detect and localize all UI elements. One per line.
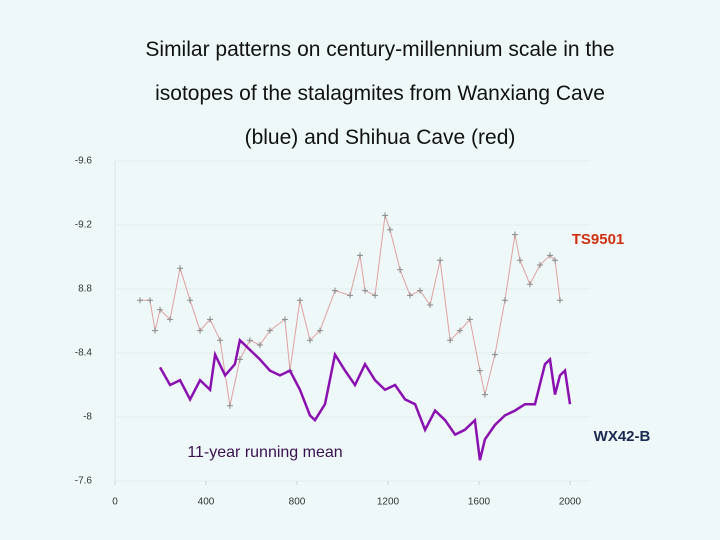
point-marker xyxy=(546,252,553,259)
point-marker xyxy=(437,257,444,264)
y-tick-label: -7.6 xyxy=(75,476,93,487)
point-marker xyxy=(516,257,523,264)
point-marker xyxy=(137,297,144,304)
point-marker xyxy=(256,342,263,348)
point-marker xyxy=(491,351,498,358)
y-tick-label: -9.6 xyxy=(75,156,93,167)
point-marker xyxy=(536,262,543,268)
title-line: (blue) and Shihua Cave (red) xyxy=(244,126,516,149)
x-tick-label: 2000 xyxy=(559,497,582,508)
y-tick-label: -9.2 xyxy=(75,220,93,231)
point-marker xyxy=(466,316,473,323)
point-marker xyxy=(501,297,508,304)
point-marker xyxy=(447,337,454,344)
series-label: WX42-B xyxy=(594,428,651,445)
x-tick-label: 400 xyxy=(198,497,215,508)
point-marker xyxy=(316,327,323,334)
point-marker xyxy=(246,337,253,344)
point-marker xyxy=(526,281,533,288)
point-marker xyxy=(397,266,404,273)
y-tick-label: 8.8 xyxy=(78,284,92,295)
point-marker xyxy=(556,297,563,304)
point-marker xyxy=(217,337,224,344)
series-line xyxy=(158,337,572,461)
x-tick-label: 0 xyxy=(112,497,118,508)
point-marker xyxy=(331,287,338,294)
point-marker xyxy=(177,265,184,272)
x-tick-label: 800 xyxy=(289,497,306,508)
point-marker xyxy=(476,367,483,374)
y-tick-label: -8.4 xyxy=(75,348,93,359)
point-marker xyxy=(236,356,243,363)
annotation: 11-year running mean xyxy=(187,444,342,461)
point-marker xyxy=(152,327,159,334)
title-line: Similar patterns on century-millennium s… xyxy=(145,38,615,61)
point-marker xyxy=(372,292,379,299)
point-marker xyxy=(296,297,303,304)
point-marker xyxy=(382,212,389,219)
point-marker xyxy=(387,226,394,233)
point-marker xyxy=(226,402,233,409)
point-marker xyxy=(147,297,154,304)
point-marker xyxy=(347,292,354,299)
point-marker xyxy=(167,316,174,323)
point-marker xyxy=(207,316,214,323)
point-marker xyxy=(427,302,434,308)
point-marker xyxy=(551,257,558,264)
point-marker xyxy=(157,306,164,313)
point-marker xyxy=(197,327,204,334)
series-line xyxy=(140,215,561,406)
x-tick-label: 1600 xyxy=(468,497,491,508)
point-marker xyxy=(306,337,313,344)
x-tick-label: 1200 xyxy=(377,497,400,508)
point-marker xyxy=(362,287,369,294)
series-label: TS9501 xyxy=(572,231,625,248)
chart-title: Similar patterns on century-millennium s… xyxy=(60,28,700,160)
point-marker xyxy=(481,391,488,398)
point-marker xyxy=(357,252,364,259)
title-line: isotopes of the stalagmites from Wanxian… xyxy=(155,82,605,105)
point-marker xyxy=(266,327,273,334)
point-marker xyxy=(456,327,463,334)
point-marker xyxy=(187,297,194,304)
y-tick-label: -8 xyxy=(83,412,92,423)
point-marker xyxy=(511,231,518,238)
point-marker xyxy=(281,316,288,323)
point-marker xyxy=(417,287,424,294)
point-marker xyxy=(407,292,414,299)
